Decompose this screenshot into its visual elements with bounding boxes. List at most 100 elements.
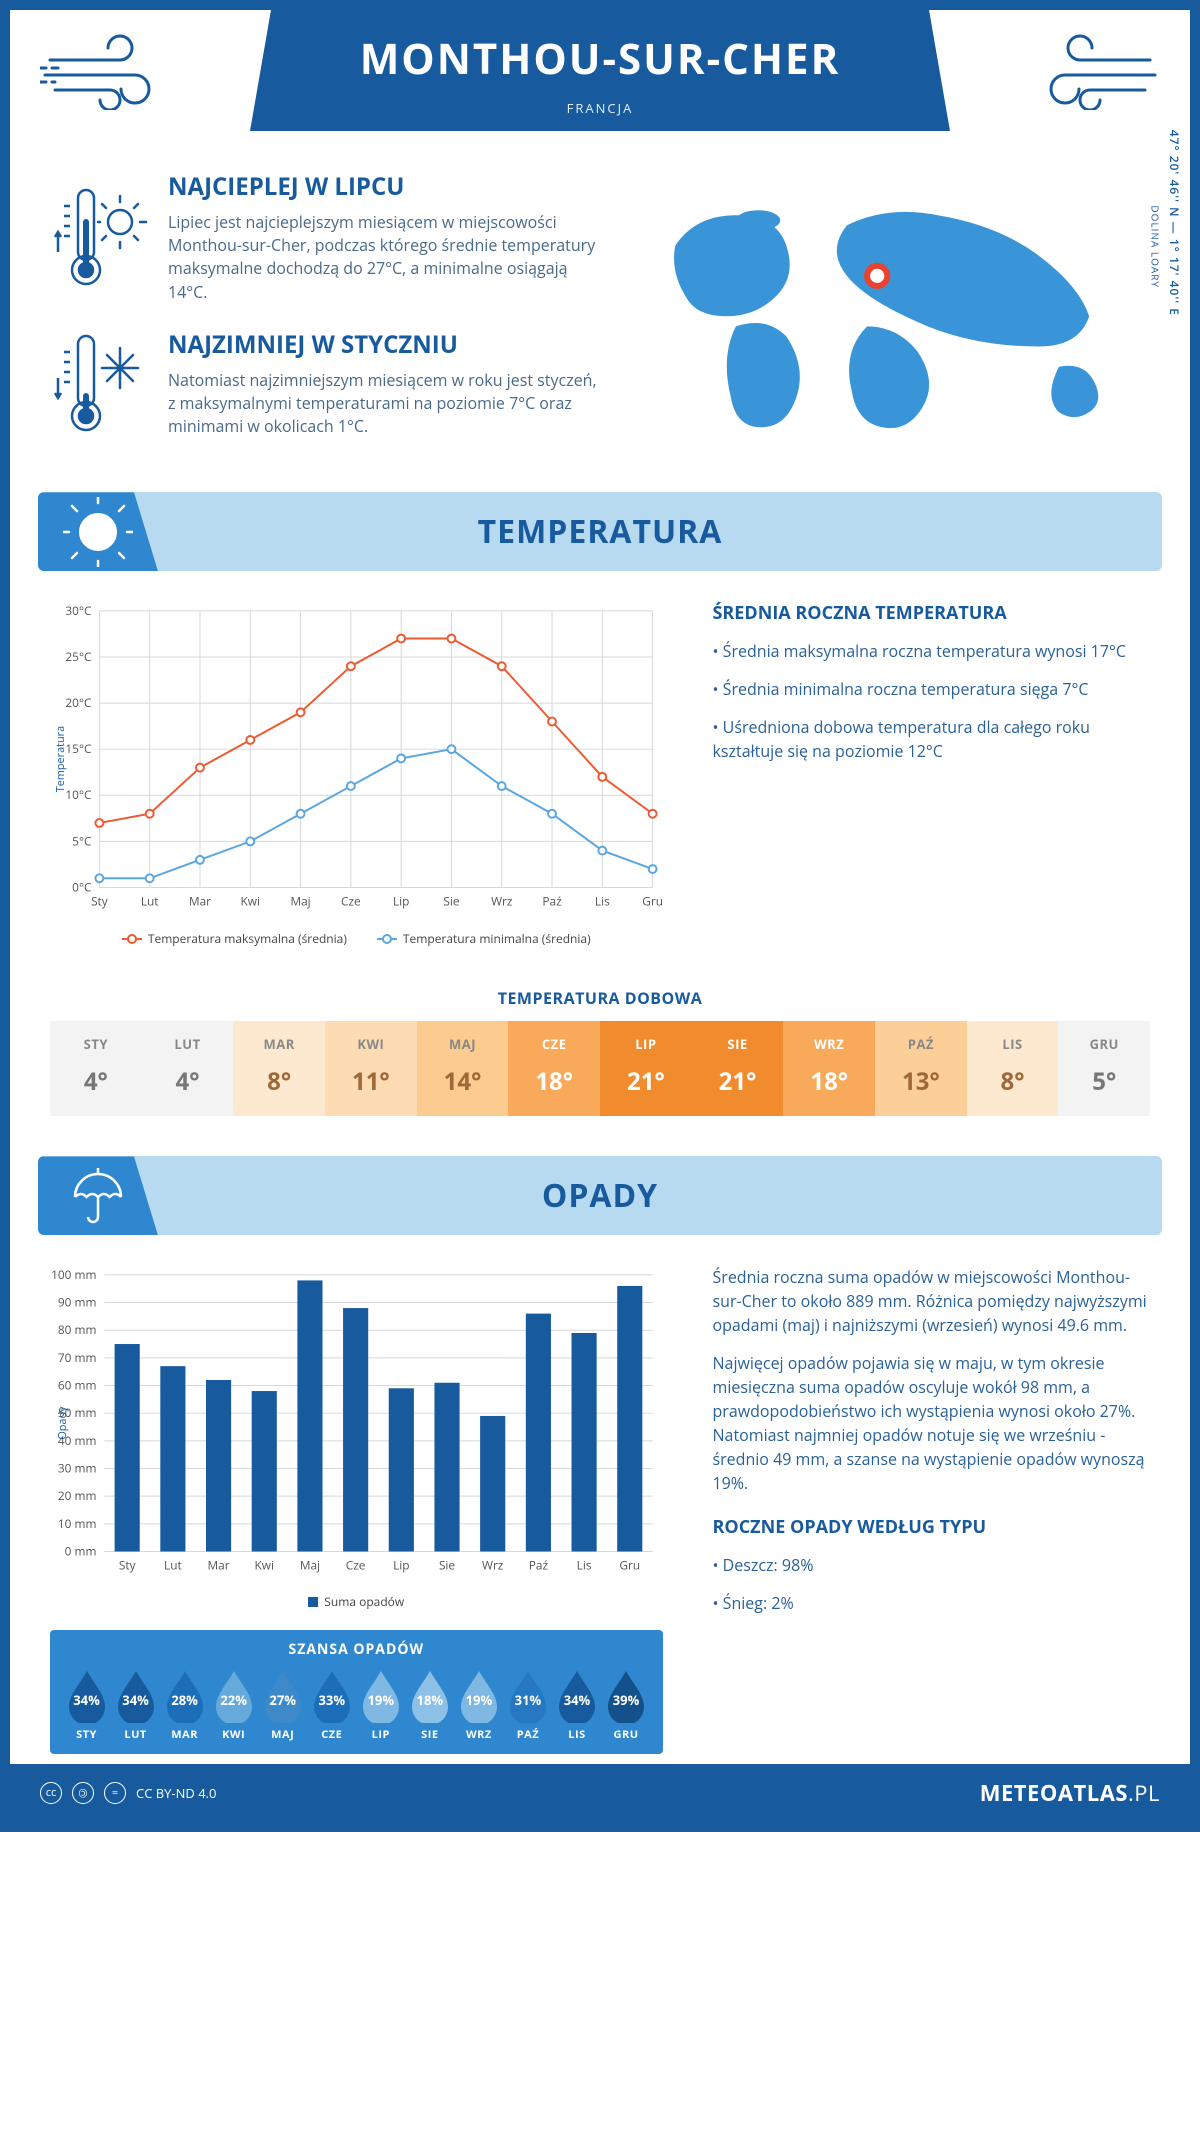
- coords-label: 47° 20' 46'' N — 1° 17' 40'' E: [1166, 130, 1183, 316]
- hottest-title: NAJCIEPLEJ W LIPCU: [168, 170, 605, 203]
- chance-drop: 22%KWI: [211, 1669, 256, 1742]
- daily-cell: PAŹ13°: [875, 1021, 967, 1116]
- daily-cell: LIS8°: [967, 1021, 1059, 1116]
- svg-text:Maj: Maj: [290, 894, 310, 910]
- svg-text:0 mm: 0 mm: [65, 1544, 97, 1560]
- region-label: DOLINA LOARY: [1149, 205, 1163, 288]
- precip-para-1: Średnia roczna suma opadów w miejscowośc…: [713, 1265, 1151, 1337]
- precip-chance-box: SZANSA OPADÓW 34%STY34%LUT28%MAR22%KWI27…: [50, 1630, 663, 1754]
- precip-para-2: Najwięcej opadów pojawia się w maju, w t…: [713, 1351, 1151, 1495]
- temp-bullet: • Średnia maksymalna roczna temperatura …: [713, 639, 1151, 663]
- svg-text:Sty: Sty: [119, 1558, 136, 1574]
- daily-cell: STY4°: [50, 1021, 142, 1116]
- precip-title: OPADY: [38, 1174, 1162, 1217]
- chance-drop: 34%LIS: [554, 1669, 599, 1742]
- chance-drop: 19%WRZ: [456, 1669, 501, 1742]
- avg-temp-title: ŚREDNIA ROCZNA TEMPERATURA: [713, 601, 1151, 625]
- svg-text:30 mm: 30 mm: [58, 1461, 97, 1477]
- daily-cell: WRZ18°: [783, 1021, 875, 1116]
- chance-title: SZANSA OPADÓW: [64, 1640, 649, 1659]
- svg-text:Sie: Sie: [443, 894, 459, 910]
- svg-text:10 mm: 10 mm: [58, 1516, 97, 1532]
- svg-text:100 mm: 100 mm: [51, 1267, 96, 1283]
- coldest-text: Natomiast najzimniejszym miesiącem w rok…: [168, 369, 605, 439]
- daily-cell: MAR8°: [233, 1021, 325, 1116]
- bar-chart-legend: Suma opadów: [50, 1593, 663, 1610]
- chance-drop: 34%STY: [64, 1669, 109, 1742]
- chance-drop: 39%GRU: [604, 1669, 649, 1742]
- temp-bullet: • Uśredniona dobowa temperatura dla całe…: [713, 715, 1151, 763]
- svg-text:Kwi: Kwi: [241, 894, 260, 910]
- umbrella-icon: [65, 1163, 131, 1229]
- coldest-title: NAJZIMNIEJ W STYCZNIU: [168, 328, 605, 361]
- chance-drop: 18%SIE: [407, 1669, 452, 1742]
- page-subtitle: FRANCJA: [250, 99, 950, 117]
- svg-text:Temperatura: Temperatura: [53, 726, 68, 792]
- precip-type-bullet: • Deszcz: 98%: [713, 1553, 1151, 1577]
- page-footer: cc 🄯 = CC BY-ND 4.0 METEOATLAS.PL: [10, 1764, 1190, 1822]
- nd-icon: =: [104, 1782, 126, 1804]
- svg-text:80 mm: 80 mm: [58, 1323, 97, 1339]
- precip-bar-chart: 0 mm10 mm20 mm30 mm40 mm50 mm60 mm70 mm8…: [50, 1265, 663, 1581]
- svg-text:Cze: Cze: [341, 894, 361, 910]
- svg-text:Cze: Cze: [346, 1558, 366, 1574]
- line-chart-legend: Temperatura maksymalna (średnia) Tempera…: [50, 930, 663, 947]
- svg-text:Maj: Maj: [300, 1558, 320, 1574]
- thermometer-hot-icon: [50, 182, 150, 292]
- svg-text:15°C: 15°C: [65, 741, 92, 757]
- svg-text:Wrz: Wrz: [491, 894, 513, 910]
- coldest-block: NAJZIMNIEJ W STYCZNIU Natomiast najzimni…: [50, 328, 605, 439]
- svg-text:Paź: Paź: [542, 894, 562, 910]
- daily-cell: KWI11°: [325, 1021, 417, 1116]
- daily-temp-table: STY4°LUT4°MAR8°KWI11°MAJ14°CZE18°LIP21°S…: [50, 1021, 1150, 1116]
- daily-cell: GRU5°: [1058, 1021, 1150, 1116]
- daily-cell: LIP21°: [600, 1021, 692, 1116]
- chance-drop: 27%MAJ: [260, 1669, 305, 1742]
- svg-text:25°C: 25°C: [65, 649, 92, 665]
- hottest-block: NAJCIEPLEJ W LIPCU Lipiec jest najcieple…: [50, 170, 605, 304]
- location-marker-icon: [867, 266, 887, 286]
- by-icon: 🄯: [72, 1782, 94, 1804]
- hottest-text: Lipiec jest najcieplejszym miesiącem w m…: [168, 211, 605, 304]
- daily-cell: SIE21°: [692, 1021, 784, 1116]
- precip-type-title: ROCZNE OPADY WEDŁUG TYPU: [713, 1515, 1151, 1539]
- page-header: MONTHOU-SUR-CHER FRANCJA: [250, 10, 950, 131]
- svg-text:90 mm: 90 mm: [58, 1295, 97, 1311]
- sun-icon: [63, 497, 133, 567]
- svg-text:Kwi: Kwi: [255, 1558, 274, 1574]
- svg-text:Lut: Lut: [141, 894, 159, 910]
- svg-text:Mar: Mar: [208, 1558, 230, 1574]
- svg-text:Opady: Opady: [55, 1406, 70, 1440]
- temp-bullet: • Średnia minimalna roczna temperatura s…: [713, 677, 1151, 701]
- temperature-title: TEMPERATURA: [38, 510, 1162, 553]
- svg-text:30°C: 30°C: [65, 603, 92, 619]
- cc-icon: cc: [40, 1782, 62, 1804]
- svg-text:Lut: Lut: [164, 1558, 182, 1574]
- svg-text:Sie: Sie: [439, 1558, 455, 1574]
- daily-temp-title: TEMPERATURA DOBOWA: [10, 987, 1190, 1009]
- daily-cell: MAJ14°: [417, 1021, 509, 1116]
- svg-text:0°C: 0°C: [72, 880, 92, 896]
- svg-text:Sty: Sty: [91, 894, 108, 910]
- world-map: [645, 185, 1150, 447]
- svg-text:Gru: Gru: [642, 894, 662, 910]
- page-title: MONTHOU-SUR-CHER: [250, 30, 950, 87]
- svg-text:20 mm: 20 mm: [58, 1489, 97, 1505]
- temperature-line-chart: 0°C5°C10°C15°C20°C25°C30°CStyLutMarKwiMa…: [50, 601, 663, 917]
- temperature-banner: TEMPERATURA: [38, 492, 1162, 571]
- wind-icon: [1030, 30, 1160, 110]
- chance-drop: 19%LIP: [358, 1669, 403, 1742]
- svg-text:20°C: 20°C: [65, 695, 92, 711]
- wind-icon: [40, 30, 170, 110]
- svg-text:Wrz: Wrz: [482, 1558, 504, 1574]
- precip-banner: OPADY: [38, 1156, 1162, 1235]
- svg-text:Lip: Lip: [393, 894, 409, 910]
- svg-text:10°C: 10°C: [65, 788, 92, 804]
- chance-drop: 34%LUT: [113, 1669, 158, 1742]
- chance-drop: 28%MAR: [162, 1669, 207, 1742]
- license-label: CC BY-ND 4.0: [136, 1784, 216, 1802]
- daily-cell: CZE18°: [508, 1021, 600, 1116]
- chance-drop: 33%CZE: [309, 1669, 354, 1742]
- thermometer-cold-icon: [50, 328, 150, 438]
- svg-text:5°C: 5°C: [72, 834, 92, 850]
